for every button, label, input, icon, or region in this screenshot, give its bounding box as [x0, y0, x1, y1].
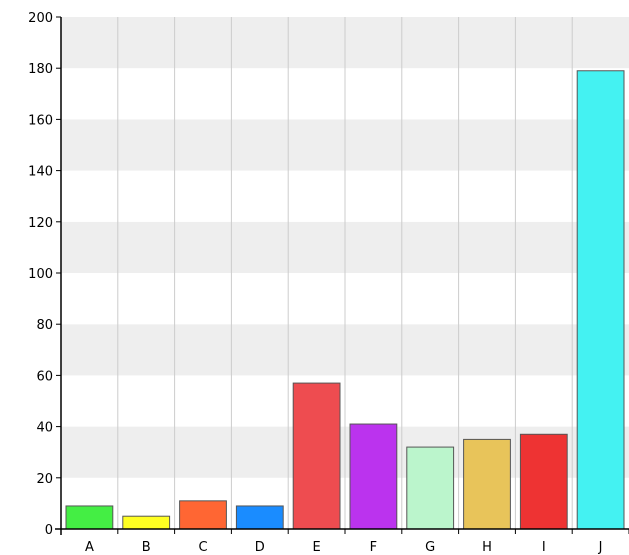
bar-g — [406, 446, 455, 530]
bars — [65, 70, 625, 530]
y-tick-label: 100 — [28, 267, 53, 282]
bar-a — [65, 505, 114, 530]
y-tick-label: 120 — [28, 216, 53, 231]
x-tick-label: A — [85, 540, 94, 555]
x-tick-label: C — [198, 540, 207, 555]
x-tick-label: I — [542, 540, 546, 555]
x-tick-label: F — [370, 540, 377, 555]
x-tick-label: G — [425, 540, 435, 555]
vertical-gridlines — [117, 17, 573, 529]
bar-j — [576, 70, 625, 530]
y-tick-label: 0 — [45, 523, 53, 538]
y-tick-label: 200 — [28, 11, 53, 26]
x-tick-label: J — [598, 540, 603, 555]
y-tick-label: 80 — [36, 318, 53, 333]
bar-d — [235, 505, 284, 530]
x-tick-label: B — [142, 540, 151, 555]
x-axis-ticks: A B C D E F G H I J — [60, 529, 629, 555]
bar-e — [292, 382, 341, 530]
y-tick-label: 40 — [36, 421, 53, 436]
y-tick-label: 180 — [28, 62, 53, 77]
y-axis-ticks: 0 20 40 60 80 100 120 140 160 180 200 — [28, 11, 61, 538]
bar-h — [463, 438, 511, 530]
y-tick-label: 140 — [28, 165, 53, 180]
x-tick-label: E — [312, 540, 320, 555]
bar-f — [349, 423, 398, 530]
bar-i — [519, 433, 568, 530]
y-tick-label: 160 — [28, 113, 53, 128]
bar-b — [122, 515, 171, 530]
y-tick-label: 60 — [36, 369, 53, 384]
x-tick-label: H — [482, 540, 492, 555]
y-tick-label: 20 — [36, 472, 53, 487]
bar-c — [179, 500, 227, 530]
axes — [55, 17, 629, 535]
x-tick-label: D — [255, 540, 265, 555]
